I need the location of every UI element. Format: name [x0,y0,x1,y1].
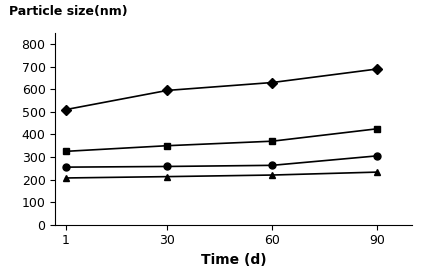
X-axis label: Time (d): Time (d) [201,253,266,267]
Text: Particle size(nm): Particle size(nm) [9,5,127,18]
